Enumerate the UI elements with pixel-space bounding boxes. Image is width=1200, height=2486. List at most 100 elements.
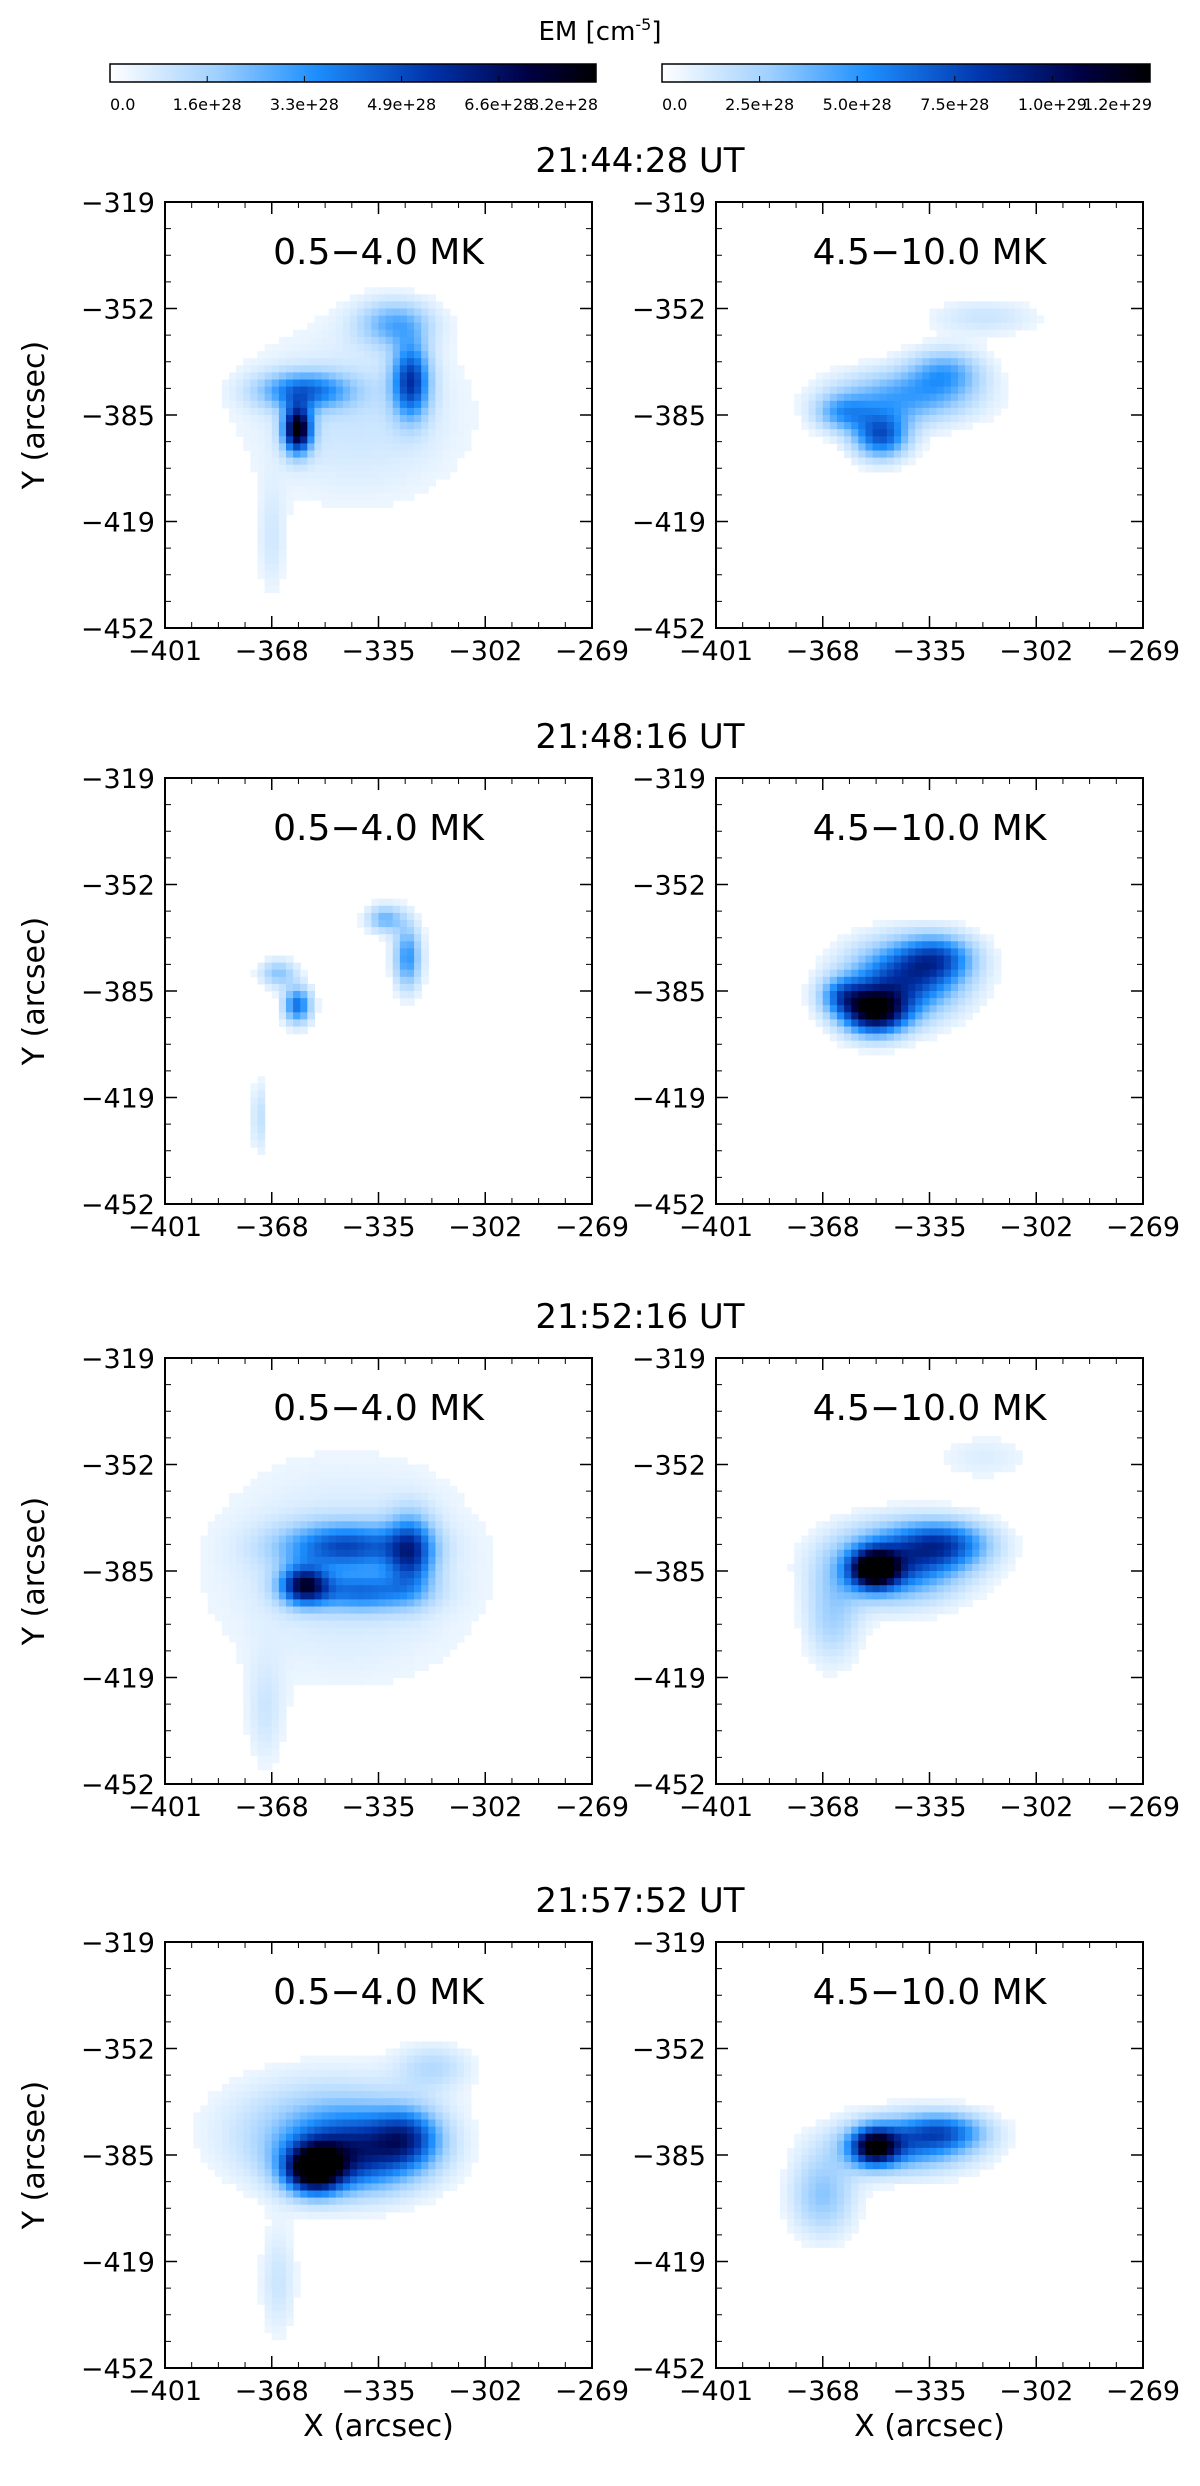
heatmap-cell bbox=[815, 1578, 824, 1586]
heatmap-cell bbox=[442, 1535, 451, 1544]
heatmap-cell bbox=[957, 372, 966, 381]
heatmap-cell bbox=[385, 2190, 394, 2199]
heatmap-cell bbox=[271, 1542, 280, 1551]
heatmap-cell bbox=[836, 1656, 845, 1664]
heatmap-cell bbox=[307, 1012, 316, 1020]
heatmap-cell bbox=[428, 407, 437, 416]
heatmap-cell bbox=[214, 1556, 223, 1565]
heatmap-cell bbox=[350, 1634, 358, 1643]
heatmap-cell bbox=[221, 2126, 230, 2135]
heatmap-cell bbox=[350, 2055, 358, 2064]
heatmap-cell bbox=[321, 2084, 330, 2092]
heatmap-cell bbox=[378, 2076, 387, 2085]
heatmap-cell bbox=[421, 486, 429, 494]
heatmap-cell bbox=[236, 365, 244, 373]
heatmap-cell bbox=[243, 1507, 251, 1515]
heatmap-cell bbox=[278, 1705, 287, 1714]
heatmap-cell bbox=[392, 1634, 401, 1643]
heatmap-cell bbox=[893, 969, 902, 978]
heatmap-cell bbox=[936, 1026, 945, 1035]
heatmap-cell bbox=[285, 1507, 294, 1515]
heatmap-cell bbox=[392, 983, 401, 992]
heatmap-cell bbox=[250, 464, 259, 473]
heatmap-cell bbox=[285, 486, 294, 494]
heatmap-cell bbox=[986, 969, 995, 978]
heatmap-cell bbox=[844, 991, 852, 999]
heatmap-cell bbox=[449, 2162, 458, 2170]
heatmap-cell bbox=[321, 443, 330, 452]
heatmap-cell bbox=[901, 934, 909, 942]
heatmap-cell bbox=[851, 1033, 859, 1042]
heatmap-cell bbox=[378, 294, 387, 302]
heatmap-cell bbox=[321, 1627, 330, 1636]
heatmap-cell bbox=[421, 1642, 429, 1650]
heatmap-cell bbox=[414, 1464, 422, 1473]
heatmap-cell bbox=[285, 2169, 294, 2177]
heatmap-cell bbox=[829, 1026, 838, 1035]
heatmap-cell bbox=[435, 1606, 444, 1615]
heatmap-cell bbox=[836, 1040, 845, 1049]
heatmap-cell bbox=[936, 1019, 945, 1028]
heatmap-cell bbox=[342, 1649, 351, 1657]
heatmap-cell bbox=[307, 1627, 316, 1636]
heatmap-cell bbox=[300, 358, 308, 366]
heatmap-cell bbox=[844, 386, 852, 395]
heatmap-cell bbox=[822, 1535, 831, 1544]
heatmap-cell bbox=[986, 329, 995, 338]
heatmap-cell bbox=[307, 1528, 316, 1537]
heatmap-cell bbox=[264, 557, 273, 565]
heatmap-cell bbox=[414, 2062, 422, 2071]
heatmap-cell bbox=[371, 344, 380, 352]
heatmap-cell bbox=[250, 1542, 259, 1551]
heatmap-cell bbox=[865, 1571, 874, 1579]
heatmap-cell bbox=[435, 1556, 444, 1565]
heatmap-cell bbox=[307, 1670, 316, 1679]
heatmap-cell bbox=[250, 1713, 259, 1721]
heatmap-cell bbox=[293, 983, 301, 992]
heatmap-cell bbox=[271, 1500, 280, 1508]
heatmap-cell bbox=[979, 1578, 988, 1586]
heatmap-cell bbox=[414, 2197, 422, 2206]
heatmap-cell bbox=[300, 372, 308, 381]
heatmap-cell bbox=[815, 1535, 824, 1544]
heatmap-cell bbox=[428, 2069, 437, 2078]
heatmap-cell bbox=[872, 1571, 881, 1579]
heatmap-cell bbox=[342, 2084, 351, 2092]
heatmap-cell bbox=[471, 1578, 479, 1586]
heatmap-cell bbox=[893, 1012, 902, 1020]
heatmap-cell bbox=[250, 1133, 259, 1141]
heatmap-cell bbox=[385, 1563, 394, 1572]
heatmap-cell bbox=[264, 1649, 273, 1657]
heatmap-cell bbox=[801, 1563, 810, 1572]
heatmap-cell bbox=[271, 542, 280, 551]
heatmap-cell bbox=[271, 1592, 280, 1600]
heatmap-cell bbox=[406, 2197, 415, 2206]
heatmap-cell bbox=[421, 2190, 429, 2199]
y-tick-label: −419 bbox=[81, 508, 155, 539]
heatmap-cell bbox=[428, 1606, 437, 1615]
heatmap-cell bbox=[879, 976, 888, 985]
heatmap-cell bbox=[243, 1670, 251, 1679]
heatmap-cell bbox=[801, 1649, 810, 1657]
heatmap-cell bbox=[414, 991, 422, 999]
heatmap-cell bbox=[822, 976, 831, 985]
heatmap-cell bbox=[357, 1507, 365, 1515]
heatmap-cell bbox=[829, 1033, 838, 1042]
heatmap-cell bbox=[392, 2076, 401, 2085]
heatmap-cell bbox=[385, 2112, 394, 2121]
heatmap-cell bbox=[264, 2197, 273, 2206]
heatmap-cell bbox=[321, 400, 330, 409]
heatmap-cell bbox=[399, 322, 408, 331]
heatmap-cell bbox=[449, 1578, 458, 1586]
heatmap-cell bbox=[307, 1514, 316, 1522]
heatmap-cell bbox=[250, 1104, 259, 1113]
heatmap-cell bbox=[893, 443, 902, 452]
heatmap-cell bbox=[428, 1514, 437, 1522]
heatmap-cell bbox=[257, 2268, 266, 2277]
heatmap-cell bbox=[278, 379, 287, 388]
heatmap-cell bbox=[901, 955, 909, 964]
heatmap-cell bbox=[471, 407, 479, 416]
heatmap-cell bbox=[271, 578, 280, 586]
heatmap-cell bbox=[822, 1627, 831, 1636]
heatmap-cell bbox=[307, 1464, 316, 1473]
